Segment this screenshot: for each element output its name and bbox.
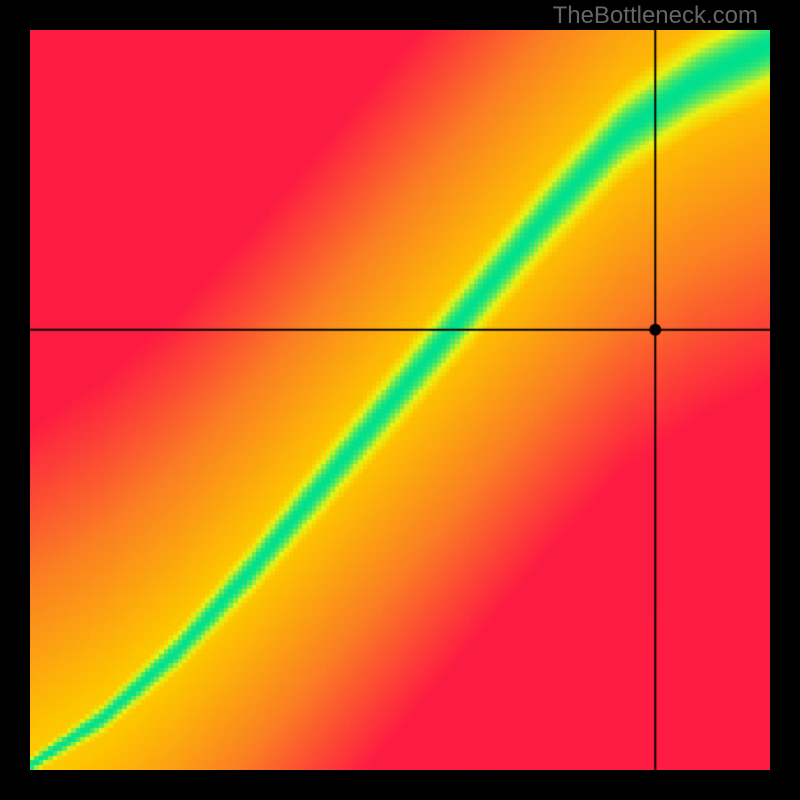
bottleneck-heatmap [30,30,770,770]
chart-container: TheBottleneck.com [0,0,800,800]
watermark-text: TheBottleneck.com [553,2,758,30]
